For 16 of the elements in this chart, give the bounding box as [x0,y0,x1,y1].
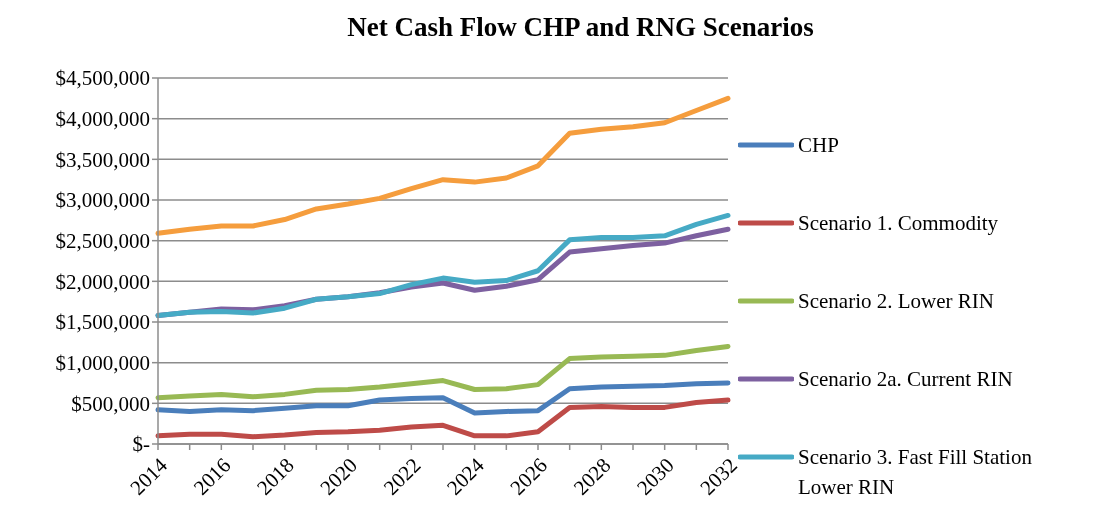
legend-label: CHP [798,132,839,159]
legend-label: Scenario 3. Fast Fill Station Lower RIN [798,444,1033,501]
y-tick-label: $4,500,000 [55,66,150,91]
y-tick-label: $1,000,000 [55,351,150,376]
legend-label: Scenario 2. Lower RIN [798,288,994,315]
y-tick-label: $4,000,000 [55,107,150,132]
y-tick-label: $2,500,000 [55,229,150,254]
y-tick-label: $2,000,000 [55,269,150,294]
y-tick-label: $- [132,432,150,457]
y-tick-label: $1,500,000 [55,310,150,335]
y-tick-label: $500,000 [71,391,150,416]
y-tick-label: $3,000,000 [55,188,150,213]
legend-label: Scenario 1. Commodity [798,210,999,237]
legend-label: Scenario 2a. Current RIN [798,366,1013,393]
chart-title: Net Cash Flow CHP and RNG Scenarios [346,12,815,43]
y-tick-label: $3,500,000 [55,147,150,172]
